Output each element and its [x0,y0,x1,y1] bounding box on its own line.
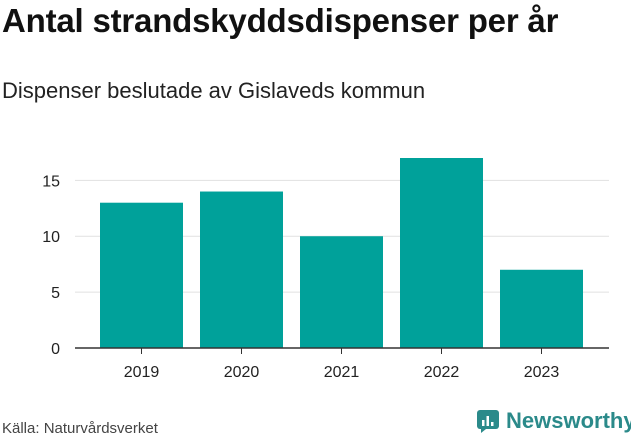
x-tick-label: 2020 [224,364,260,381]
y-tick-label: 15 [42,173,60,190]
newsworthy-logo-icon [477,410,499,433]
chart-subtitle: Dispenser beslutade av Gislaveds kommun [2,78,426,103]
x-tick-label: 2021 [324,364,360,381]
brand-logo: Newsworthy [476,408,631,434]
source-note: Källa: Naturvårdsverket [2,420,158,437]
x-tick-label: 2019 [124,364,160,381]
y-tick-label: 10 [42,229,60,246]
x-tick-label: 2022 [424,364,460,381]
chart-title: Antal strandskyddsdispenser per år [2,2,559,39]
bar [400,158,483,348]
bar [100,202,183,348]
y-tick-label: 5 [51,285,60,302]
bar [300,236,383,348]
brand-name: Newsworthy [506,408,631,433]
bar [500,269,583,348]
y-tick-label: 0 [51,341,60,358]
x-tick-label: 2023 [524,364,560,381]
bar [200,191,283,348]
